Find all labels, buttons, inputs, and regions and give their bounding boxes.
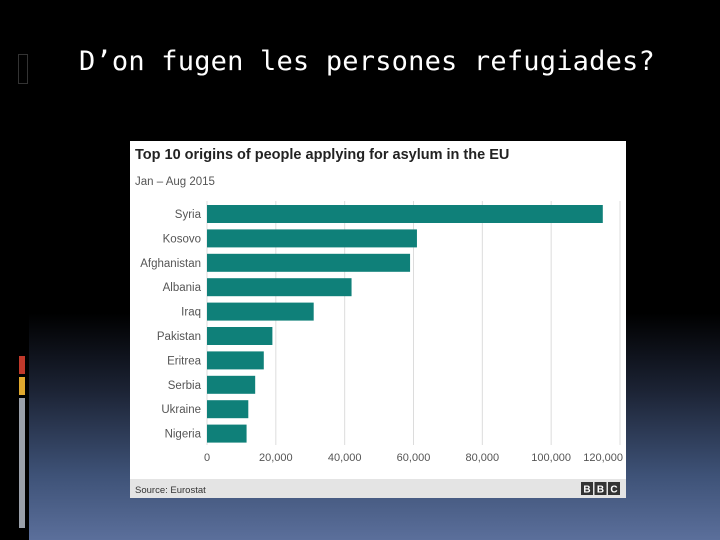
category-label: Eritrea bbox=[167, 355, 201, 367]
logo-box bbox=[594, 482, 607, 495]
bar bbox=[207, 424, 247, 443]
category-label: Iraq bbox=[181, 307, 201, 319]
category-label: Kosovo bbox=[163, 233, 201, 245]
category-label: Albania bbox=[163, 282, 202, 294]
logo-box bbox=[581, 482, 593, 495]
logo-letter: B bbox=[597, 485, 604, 496]
category-label: Afghanistan bbox=[140, 258, 201, 270]
logo-box bbox=[608, 482, 620, 495]
bar bbox=[207, 278, 352, 297]
slide-title: D’on fugen les persones refugiades? bbox=[79, 46, 655, 77]
chart-svg: Top 10 origins of people applying for as… bbox=[130, 147, 626, 498]
category-label: Serbia bbox=[168, 380, 202, 392]
category-label: Syria bbox=[175, 209, 202, 221]
x-tick-label: 80,000 bbox=[466, 452, 500, 464]
logo-letter: B bbox=[583, 485, 590, 496]
x-tick-label: 0 bbox=[204, 452, 210, 464]
accent-mark-gray bbox=[19, 398, 25, 528]
category-label: Nigeria bbox=[165, 429, 202, 441]
bar bbox=[207, 400, 249, 419]
bar bbox=[207, 229, 417, 248]
accent-mark-top bbox=[18, 54, 28, 84]
x-tick-labels: 0 20,000 40,000 60,000 80,000 100,000 120,000 bbox=[204, 452, 623, 464]
accent-mark-red bbox=[19, 356, 25, 374]
x-tick-label: 120,000 bbox=[583, 452, 623, 464]
logo-letter: C bbox=[610, 485, 617, 496]
category-label: Ukraine bbox=[161, 404, 201, 416]
x-tick-label: 40,000 bbox=[328, 452, 362, 464]
category-label: Pakistan bbox=[157, 331, 201, 343]
source-text: Source: Eurostat bbox=[135, 485, 206, 496]
accent-mark-yellow bbox=[19, 377, 25, 395]
x-tick-label: 60,000 bbox=[397, 452, 431, 464]
bar bbox=[207, 302, 314, 321]
bar bbox=[207, 205, 603, 223]
footer-bar bbox=[130, 479, 626, 498]
bars-layer bbox=[207, 205, 603, 443]
x-tick-label: 100,000 bbox=[531, 452, 571, 464]
chart-title: Top 10 origins of people applying for as… bbox=[135, 147, 509, 163]
bar bbox=[207, 375, 256, 394]
chart-card: Top 10 origins of people applying for as… bbox=[130, 141, 626, 498]
x-tick-label: 20,000 bbox=[259, 452, 293, 464]
category-labels: Syria Kosovo Afghanistan Albania Iraq Pakista… bbox=[140, 209, 201, 441]
bar bbox=[207, 253, 411, 272]
bar bbox=[207, 351, 264, 370]
chart-subtitle: Jan – Aug 2015 bbox=[135, 176, 215, 188]
bar bbox=[207, 327, 273, 345]
